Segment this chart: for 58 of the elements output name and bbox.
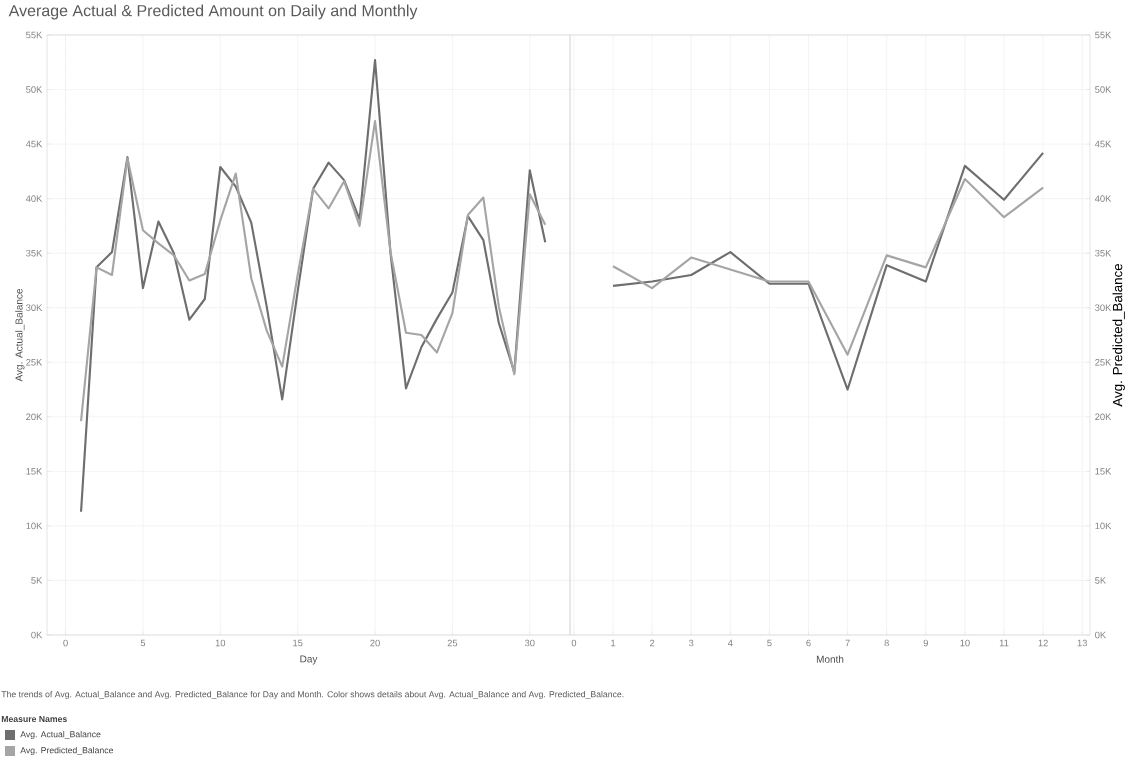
y-tick-label: 10K	[26, 522, 43, 530]
y2-tick-label: 5K	[1095, 577, 1107, 584]
x-tick-label: 3	[688, 639, 694, 647]
y2-tick-label: 40K	[1094, 195, 1112, 202]
line-series	[611, 151, 1045, 391]
x-tick-label: 5	[140, 639, 146, 647]
x-tick-label: 5	[767, 639, 772, 647]
x-tick-label: 30	[524, 639, 535, 647]
x-tick-label: 0	[571, 639, 577, 647]
line-series	[79, 59, 547, 513]
y2-tick-label: 15K	[1095, 468, 1112, 475]
y2-tick-label: 20K	[1095, 413, 1112, 421]
y2-tick-label: 35K	[1095, 249, 1112, 257]
y-tick-label: 15K	[26, 468, 43, 475]
x-tick-label: 7	[845, 639, 850, 647]
legend-label: Avg. Actual_Balance	[20, 730, 101, 740]
y2-tick-label: 45K	[1094, 140, 1112, 148]
y-tick-label: 40K	[25, 195, 43, 202]
y-tick-label: 20K	[26, 413, 43, 421]
x-tick-label: 9	[923, 639, 928, 647]
x-tick-label: 4	[727, 639, 733, 647]
y2-tick-label: 10K	[1095, 522, 1112, 530]
y2-axis-title: Avg. Predicted_Balance	[1112, 263, 1125, 407]
x-axis-title: Day	[300, 655, 318, 665]
x-tick-label: 6	[806, 639, 811, 647]
y-tick-label: 30K	[26, 304, 43, 312]
x-tick-label: 2	[649, 639, 655, 647]
y-tick-label: 25K	[26, 358, 43, 366]
x-tick-label: 0	[63, 639, 68, 647]
y-tick-label: 35K	[26, 249, 43, 257]
x-axis-title: Month	[816, 655, 844, 663]
y-tick-label: 0K	[31, 631, 43, 639]
y-tick-label: 45K	[25, 140, 43, 148]
x-tick-label: 13	[1077, 639, 1087, 647]
x-tick-label: 8	[884, 639, 889, 647]
x-tick-label: 12	[1038, 639, 1048, 647]
y2-tick-label: 25K	[1095, 358, 1112, 366]
y-tick-label: 5K	[31, 577, 43, 584]
y2-tick-label: 50K	[1095, 86, 1112, 93]
x-tick-label: 25	[447, 639, 458, 647]
legend-label: Avg. Predicted_Balance	[20, 746, 114, 756]
x-tick-label: 10	[215, 639, 226, 647]
x-tick-label: 10	[960, 639, 970, 647]
x-tick-label: 15	[293, 639, 303, 647]
line-series	[611, 177, 1045, 356]
y2-tick-label: 0K	[1095, 631, 1107, 639]
y-axis-title: Avg. Actual_Balance	[15, 288, 25, 382]
y2-tick-label: 30K	[1095, 304, 1112, 312]
y-tick-label: 50K	[26, 86, 43, 93]
x-tick-label: 11	[999, 639, 1009, 647]
x-tick-label: 1	[611, 639, 616, 647]
text: The trends of Avg. Actual_Balance and Avg. Predicted_Balance for Day and Month. Color shows details about Avg. Actual_Balance and Avg. Predicted_Balance.	[1, 690, 624, 700]
y2-tick-label: 55K	[1095, 31, 1112, 39]
legend-title: Measure Names	[1, 715, 67, 723]
x-tick-label: 20	[370, 639, 380, 647]
line-series	[79, 120, 547, 423]
chart-title: Average Actual & Predicted Amount on Daily and Monthly	[8, 4, 418, 20]
y-tick-label: 55K	[26, 31, 43, 39]
